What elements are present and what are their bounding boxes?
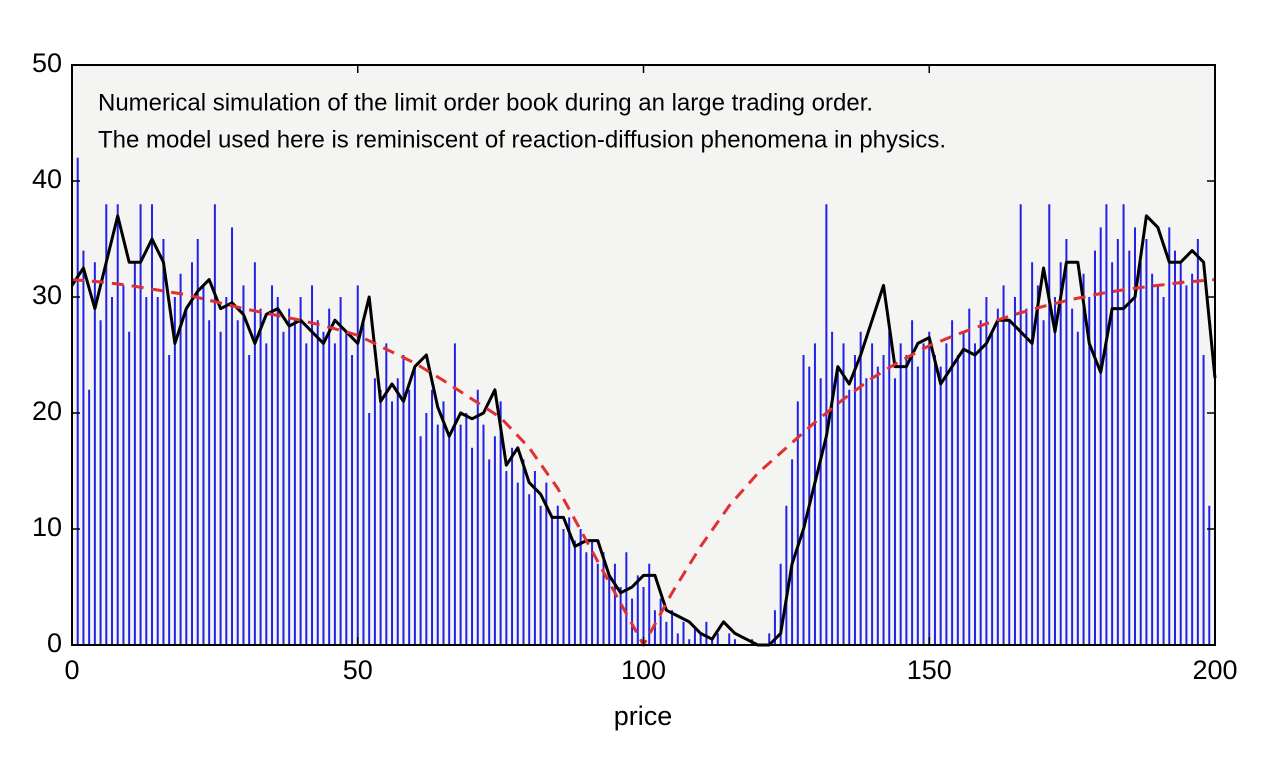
y-tick-label: 40 bbox=[32, 164, 62, 194]
x-tick-label: 200 bbox=[1192, 655, 1237, 685]
y-tick-label: 10 bbox=[32, 512, 62, 542]
x-tick-label: 150 bbox=[907, 655, 952, 685]
x-tick-label: 0 bbox=[64, 655, 79, 685]
y-tick-label: 0 bbox=[47, 628, 62, 658]
x-tick-label: 100 bbox=[621, 655, 666, 685]
line bbox=[70, 214, 1217, 647]
plot-background bbox=[72, 65, 1215, 645]
y-tick-label: 20 bbox=[32, 396, 62, 426]
annotation: The model used here is reminiscent of re… bbox=[98, 126, 946, 153]
annotation: Numerical simulation of the limit order … bbox=[98, 89, 873, 116]
y-tick-label: 50 bbox=[32, 48, 62, 78]
x-axis-label: price bbox=[614, 701, 673, 731]
y-tick-label: 30 bbox=[32, 280, 62, 310]
marks bbox=[70, 157, 1217, 647]
x-tick-label: 50 bbox=[343, 655, 373, 685]
